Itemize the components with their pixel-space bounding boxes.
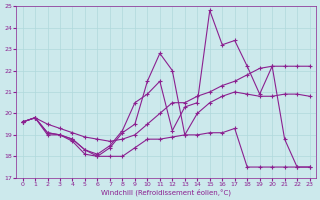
- X-axis label: Windchill (Refroidissement éolien,°C): Windchill (Refroidissement éolien,°C): [101, 188, 231, 196]
